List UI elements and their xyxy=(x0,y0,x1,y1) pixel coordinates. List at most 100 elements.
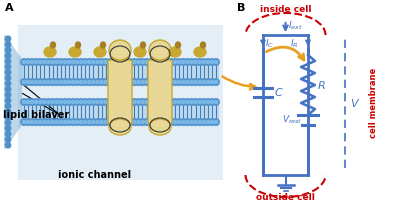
Circle shape xyxy=(192,79,199,85)
Circle shape xyxy=(190,120,193,124)
Circle shape xyxy=(190,80,193,84)
Circle shape xyxy=(5,114,11,120)
Circle shape xyxy=(104,100,107,104)
Circle shape xyxy=(5,64,11,70)
Circle shape xyxy=(205,119,211,125)
Circle shape xyxy=(37,79,44,85)
Circle shape xyxy=(127,59,134,65)
Circle shape xyxy=(182,80,185,84)
Circle shape xyxy=(70,99,76,105)
Circle shape xyxy=(123,99,129,105)
Circle shape xyxy=(135,99,142,105)
Circle shape xyxy=(74,99,80,105)
Circle shape xyxy=(59,80,62,84)
Circle shape xyxy=(149,80,152,84)
Circle shape xyxy=(180,99,186,105)
Circle shape xyxy=(72,60,75,64)
Circle shape xyxy=(67,120,70,124)
Circle shape xyxy=(111,99,117,105)
Circle shape xyxy=(26,60,30,64)
Circle shape xyxy=(153,60,156,64)
Circle shape xyxy=(152,79,158,85)
Circle shape xyxy=(29,99,35,105)
Circle shape xyxy=(115,59,121,65)
Circle shape xyxy=(39,120,42,124)
Text: cell membrane: cell membrane xyxy=(368,68,378,138)
Circle shape xyxy=(49,59,56,65)
Circle shape xyxy=(143,99,150,105)
Circle shape xyxy=(178,100,181,104)
Circle shape xyxy=(74,59,80,65)
Circle shape xyxy=(5,120,11,126)
Circle shape xyxy=(164,99,170,105)
Circle shape xyxy=(156,119,162,125)
Circle shape xyxy=(5,142,11,148)
Circle shape xyxy=(160,99,166,105)
Circle shape xyxy=(145,100,148,104)
Circle shape xyxy=(62,119,68,125)
Circle shape xyxy=(98,79,105,85)
Circle shape xyxy=(5,131,11,137)
Circle shape xyxy=(5,58,11,64)
Circle shape xyxy=(26,100,30,104)
Circle shape xyxy=(78,59,84,65)
Circle shape xyxy=(41,59,48,65)
Circle shape xyxy=(149,100,152,104)
Circle shape xyxy=(100,60,103,64)
Circle shape xyxy=(135,79,142,85)
Circle shape xyxy=(58,119,64,125)
Circle shape xyxy=(43,80,46,84)
Circle shape xyxy=(5,81,11,86)
Circle shape xyxy=(143,79,150,85)
Circle shape xyxy=(180,59,186,65)
Circle shape xyxy=(39,80,42,84)
Circle shape xyxy=(119,99,125,105)
FancyBboxPatch shape xyxy=(18,25,223,180)
Text: $V$: $V$ xyxy=(350,97,360,109)
Circle shape xyxy=(196,59,203,65)
Circle shape xyxy=(213,79,219,85)
Circle shape xyxy=(5,75,11,81)
Circle shape xyxy=(137,120,140,124)
Circle shape xyxy=(124,120,128,124)
Circle shape xyxy=(156,79,162,85)
Circle shape xyxy=(29,59,35,65)
Circle shape xyxy=(124,60,128,64)
Circle shape xyxy=(139,119,146,125)
Circle shape xyxy=(88,100,91,104)
Circle shape xyxy=(120,120,124,124)
Text: $R$: $R$ xyxy=(317,79,326,91)
Circle shape xyxy=(96,120,99,124)
Circle shape xyxy=(127,119,134,125)
Circle shape xyxy=(58,79,64,85)
Ellipse shape xyxy=(194,47,206,57)
Circle shape xyxy=(172,119,178,125)
Circle shape xyxy=(120,80,124,84)
Circle shape xyxy=(94,59,101,65)
Circle shape xyxy=(186,60,189,64)
Circle shape xyxy=(35,60,38,64)
Circle shape xyxy=(49,119,56,125)
Circle shape xyxy=(26,80,30,84)
Circle shape xyxy=(129,80,132,84)
Circle shape xyxy=(198,120,201,124)
Circle shape xyxy=(115,99,121,105)
Circle shape xyxy=(210,80,214,84)
Circle shape xyxy=(84,60,87,64)
Ellipse shape xyxy=(100,42,106,48)
Circle shape xyxy=(84,120,87,124)
Circle shape xyxy=(5,109,11,114)
Text: outside cell: outside cell xyxy=(256,193,315,202)
Circle shape xyxy=(206,60,210,64)
Circle shape xyxy=(157,120,160,124)
Circle shape xyxy=(5,87,11,92)
Circle shape xyxy=(96,80,99,84)
Circle shape xyxy=(22,120,26,124)
Circle shape xyxy=(123,59,129,65)
Circle shape xyxy=(74,119,80,125)
Circle shape xyxy=(100,80,103,84)
Circle shape xyxy=(210,60,214,64)
Circle shape xyxy=(170,80,173,84)
Circle shape xyxy=(164,59,170,65)
Circle shape xyxy=(21,119,27,125)
